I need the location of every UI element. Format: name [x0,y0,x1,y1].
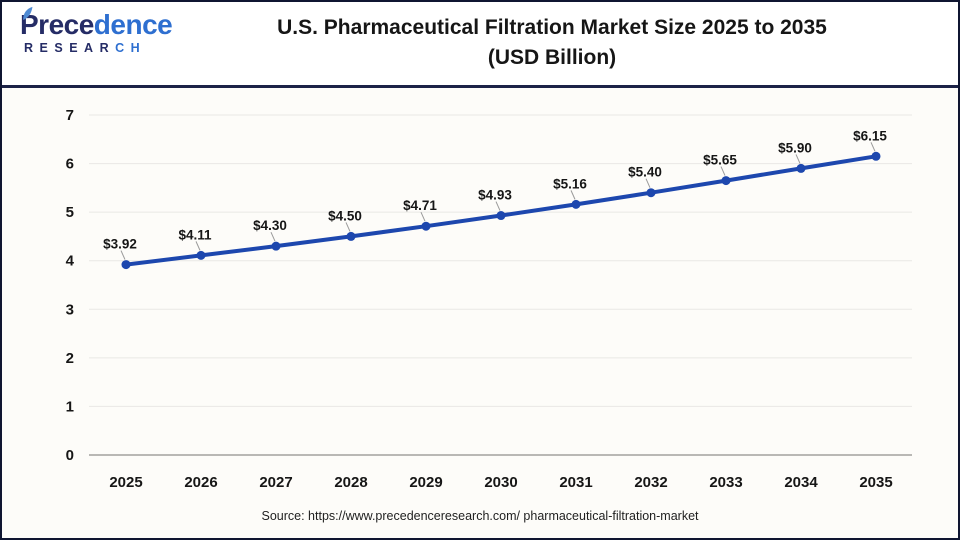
y-axis-tick: 1 [66,398,74,415]
label-leader-line [570,190,576,200]
data-point-label: $4.11 [178,227,212,242]
data-point-label: $4.30 [253,218,287,233]
data-point-label: $5.40 [628,165,662,180]
market-size-line-chart: 0 1 2 3 4 5 6 7 $3.92 2025 $4.11 2026 $4.30 2027 $4.50… [66,107,912,491]
y-axis-tick: 0 [66,447,74,464]
x-axis-tick: 2027 [259,474,292,491]
data-point-label: $5.90 [778,140,812,155]
data-point-marker [121,260,131,270]
x-axis-tick: 2031 [559,474,592,491]
data-point-label: $6.15 [853,128,887,143]
y-axis-tick: 4 [66,253,75,270]
data-point-marker [346,231,356,241]
data-point-label: $5.65 [703,153,737,168]
logo-wordmark-dark: Prece [20,9,94,40]
data-point-marker [796,163,806,173]
data-point-marker [571,199,581,209]
header-divider [2,85,958,88]
logo-subtitle-dark: RESEAR [24,41,116,55]
data-point-marker [646,188,656,198]
y-axis-tick: 7 [66,107,74,124]
label-leader-line [720,166,726,176]
x-axis-tick: 2025 [109,474,142,491]
y-axis-tick: 5 [66,204,74,221]
label-leader-line [195,241,201,251]
chart-title: U.S. Pharmaceutical Filtration Market Si… [152,13,952,73]
x-axis-tick: 2032 [634,474,667,491]
chart-title-line1: U.S. Pharmaceutical Filtration Market Si… [277,16,827,39]
data-point-label: $3.92 [103,237,137,252]
label-leader-line [345,222,351,232]
logo-wordmark: Precedence [20,6,173,40]
source-note: Source: https://www.precedenceresearch.c… [2,500,958,538]
series-line [124,154,878,267]
data-point-label: $4.71 [403,198,437,213]
y-axis-tick: 2 [66,350,74,367]
chart-title-line2: (USD Billion) [487,46,617,69]
logo-wordmark-light: dence [93,9,173,40]
label-leader-line [870,142,876,152]
y-axis-tick: 6 [66,156,74,173]
x-axis-tick: 2033 [709,474,742,491]
label-leader-line [795,154,801,164]
label-leader-line [420,212,426,222]
precedence-research-logo: Precedence RESEARCH [20,6,173,55]
chart-area: 0 1 2 3 4 5 6 7 $3.92 2025 $4.11 2026 $4.30 2027 $4.50… [2,88,958,500]
x-axis-tick: 2035 [859,474,892,491]
logo-subtitle: RESEARCH [20,42,172,55]
data-point-marker [496,211,506,221]
data-point-label: $4.93 [478,188,512,203]
data-point-label: $5.16 [553,176,587,191]
x-axis-tick: 2030 [484,474,517,491]
data-point-marker [196,250,206,260]
label-leader-line [270,231,276,242]
label-leader-line [645,178,651,188]
header: Precedence RESEARCH U.S. Pharmaceutical … [2,2,958,85]
data-point-label: $4.50 [328,208,362,223]
x-axis-tick: 2029 [409,474,442,491]
data-point-marker [721,176,731,186]
label-leader-line [120,250,126,260]
x-axis-tick: 2028 [334,474,367,491]
y-axis-tick: 3 [66,301,74,318]
data-point-marker [871,151,881,161]
data-point-marker [271,241,281,251]
logo-subtitle-light: CH [115,41,147,55]
x-axis-tick: 2026 [184,474,217,491]
label-leader-line [495,201,501,211]
data-point-marker [421,221,431,231]
x-axis-tick: 2034 [784,474,818,491]
logo-leaf-icon [23,6,33,21]
